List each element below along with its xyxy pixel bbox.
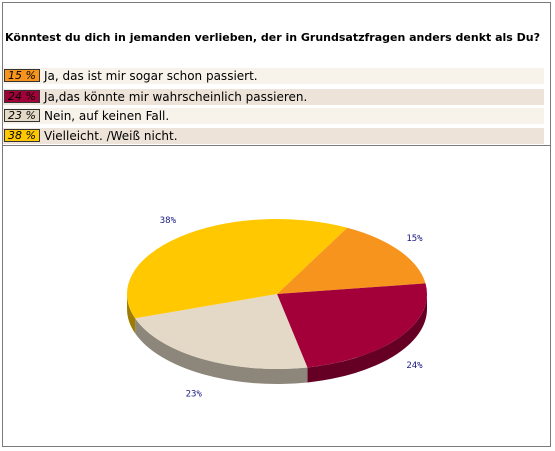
pie-slice-side <box>127 294 136 334</box>
option-percent-badge: 24 % <box>4 90 40 103</box>
poll-option: 23 % Nein, auf keinen Fall. <box>3 108 544 124</box>
pie-slice <box>135 294 308 369</box>
pie-value-label: 38% <box>160 216 177 226</box>
pie-value-label: 24% <box>406 361 423 371</box>
pie-chart: 15% 24% 23% 38% <box>126 216 427 399</box>
poll-option: 38 % Vielleicht. /Weiß nicht. <box>3 128 544 144</box>
poll-option: 24 % Ja,das könnte mir wahrscheinlich pa… <box>3 89 544 105</box>
option-label: Vielleicht. /Weiß nicht. <box>44 129 178 143</box>
poll-option: 15 % Ja, das ist mir sogar schon passier… <box>3 68 544 84</box>
option-percent-badge: 15 % <box>4 69 40 82</box>
option-percent-badge: 23 % <box>4 109 40 122</box>
pie-labels: 15% 24% 23% 38% <box>160 216 423 399</box>
pie-slices <box>126 219 427 369</box>
poll-question: Könntest du dich in jemanden verlieben, … <box>5 31 541 44</box>
pie-slice-side <box>307 294 427 383</box>
option-percent-badge: 38 % <box>4 129 40 142</box>
pie-depth-layer <box>127 294 427 384</box>
option-label: Ja, das ist mir sogar schon passiert. <box>44 69 258 83</box>
pie-value-label: 23% <box>186 389 203 399</box>
option-label: Nein, auf keinen Fall. <box>44 109 170 123</box>
pie-slice <box>126 219 348 319</box>
pie-slice-side <box>135 318 308 384</box>
pie-slice <box>277 283 427 368</box>
option-label: Ja,das könnte mir wahrscheinlich passier… <box>44 90 308 104</box>
pie-value-label: 15% <box>406 234 423 244</box>
divider <box>2 145 551 146</box>
pie-slice <box>277 227 426 294</box>
